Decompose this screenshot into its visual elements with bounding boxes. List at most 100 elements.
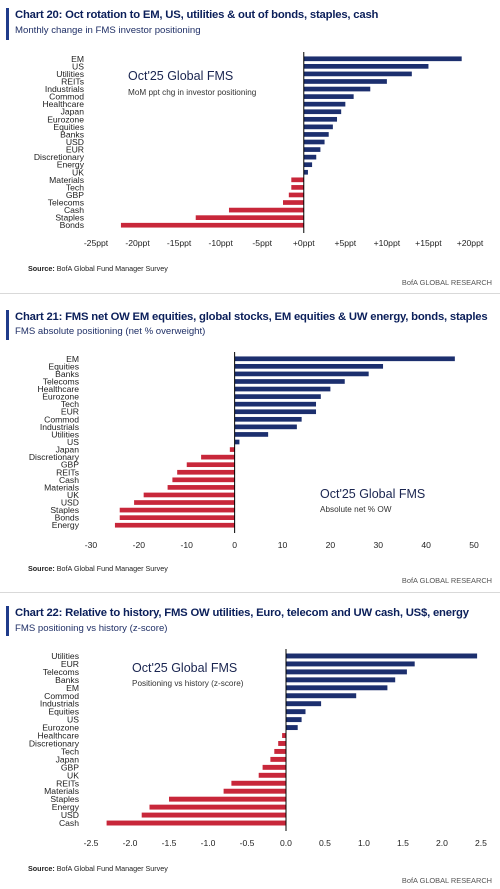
brand-label: BofA GLOBAL RESEARCH: [401, 278, 492, 287]
bar: [149, 804, 286, 810]
category-label: Materials: [44, 786, 79, 796]
chart-title: Chart 20: Oct rotation to EM, US, utilit…: [15, 9, 379, 21]
x-tick-label: -2.0: [123, 838, 138, 848]
bar: [286, 661, 415, 667]
bar: [282, 733, 286, 738]
chart-title: Chart 21: FMS net OW EM equities, global…: [15, 311, 488, 323]
x-tick-label: 0.0: [280, 838, 292, 848]
x-tick-label: -1.5: [162, 838, 177, 848]
category-label: Telecoms: [43, 667, 79, 677]
category-label: REITs: [56, 778, 79, 788]
category-label: US: [67, 715, 79, 725]
category-label: US: [67, 437, 79, 447]
category-label: Commod: [44, 691, 79, 701]
x-tick-label: +20ppt: [457, 238, 484, 248]
category-label: Eurozone: [42, 392, 79, 402]
category-label: GBP: [66, 190, 84, 200]
category-label: Utilities: [51, 651, 79, 661]
bar: [223, 788, 286, 794]
bar-chart-zscore: UtilitiesEURTelecomsBanksEMCommodIndustr…: [29, 649, 487, 848]
category-label: Utilities: [56, 69, 84, 79]
category-label: Telecoms: [43, 376, 79, 386]
annotation-subtitle: MoM ppt chg in investor positioning: [128, 88, 257, 97]
category-label: Industrials: [45, 84, 84, 94]
x-tick-label: +15ppt: [415, 238, 442, 248]
chart-source: Source: BofA Global Fund Manager Survey: [28, 564, 168, 573]
category-label: GBP: [61, 762, 79, 772]
category-label: EM: [71, 54, 84, 64]
bar: [303, 169, 308, 175]
x-tick-label: -10ppt: [208, 238, 233, 248]
annotation-subtitle: Positioning vs history (z-score): [132, 679, 244, 688]
x-tick-label: 0: [232, 540, 237, 550]
bar: [286, 693, 357, 699]
x-tick-label: 2.5: [475, 838, 487, 848]
bar: [278, 741, 286, 746]
category-label: Staples: [50, 505, 79, 515]
category-label: Healthcare: [42, 99, 84, 109]
category-label: US: [72, 61, 84, 71]
bar: [106, 820, 286, 826]
category-label: Tech: [66, 182, 84, 192]
category-label: UK: [72, 167, 84, 177]
category-label: Discretionary: [29, 452, 80, 462]
bar: [291, 185, 304, 190]
category-label: Japan: [61, 107, 85, 117]
category-label: EM: [66, 683, 79, 693]
category-label: Cash: [59, 475, 79, 485]
category-label: Japan: [56, 754, 80, 764]
x-tick-label: -30: [85, 540, 98, 550]
category-label: EM: [66, 354, 79, 364]
bar: [303, 139, 325, 145]
bar: [186, 462, 235, 468]
category-label: Energy: [52, 802, 80, 812]
x-tick-label: 50: [469, 540, 479, 550]
category-label: EUR: [61, 659, 79, 669]
bar: [303, 116, 338, 122]
bar: [169, 796, 286, 802]
bar: [286, 653, 478, 659]
bar: [141, 812, 286, 818]
chart-subtitle: FMS positioning vs history (z-score): [15, 623, 168, 634]
category-label: Utilities: [51, 429, 79, 439]
category-label: Materials: [44, 482, 79, 492]
title-accent-bar: [6, 8, 9, 40]
bar: [303, 124, 333, 130]
bar: [303, 64, 429, 69]
annotation-title: Oct'25 Global FMS: [128, 69, 233, 83]
title-accent-bar: [6, 310, 9, 340]
category-label: Tech: [61, 746, 79, 756]
bar: [234, 364, 384, 369]
chart-source: Source: BofA Global Fund Manager Survey: [28, 264, 168, 273]
bar: [286, 685, 388, 691]
bar-chart-mom-change: EMUSUtilitiesREITsIndustrialsCommodHealt…: [34, 52, 484, 248]
category-label: Telecoms: [48, 198, 84, 208]
category-label: GBP: [61, 460, 79, 470]
category-label: Banks: [60, 129, 84, 139]
category-label: USD: [66, 137, 84, 147]
category-label: Banks: [55, 675, 79, 685]
bar: [283, 200, 304, 205]
bar: [286, 717, 302, 723]
category-label: Healthcare: [37, 731, 79, 741]
category-label: Commod: [49, 92, 84, 102]
x-tick-label: 0.5: [319, 838, 331, 848]
category-label: Materials: [49, 175, 84, 185]
bar: [303, 162, 313, 168]
category-label: USD: [61, 810, 79, 820]
bar: [291, 177, 304, 183]
bar: [262, 764, 286, 770]
bar: [234, 416, 302, 422]
bar: [303, 56, 462, 62]
category-label: Industrials: [40, 422, 79, 432]
bar: [274, 748, 286, 754]
bar: [114, 522, 235, 528]
x-tick-label: +0ppt: [293, 238, 315, 248]
chart-title: Chart 22: Relative to history, FMS OW ut…: [15, 607, 469, 619]
chart-subtitle: FMS absolute positioning (net % overweig…: [15, 326, 206, 337]
bar: [228, 207, 304, 213]
bar: [303, 79, 387, 84]
bar: [286, 677, 396, 683]
bar: [172, 477, 235, 483]
title-accent-bar: [6, 606, 9, 636]
